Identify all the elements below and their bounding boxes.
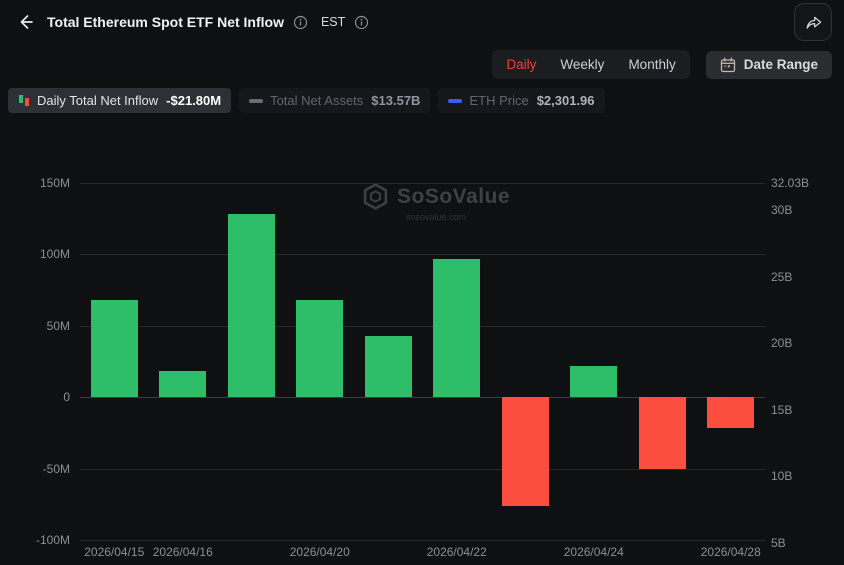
- legend-value: $2,301.96: [536, 93, 595, 108]
- legend-item-total-net-assets[interactable]: Total Net Assets $13.57B: [239, 88, 431, 113]
- net-inflow-bars-icon: [18, 94, 30, 107]
- bar-2026/04/16[interactable]: [159, 371, 207, 398]
- y-axis-left-label: -100M: [35, 533, 70, 547]
- tab-daily[interactable]: Daily: [506, 57, 537, 72]
- chart-legend: Daily Total Net Inflow -$21.80M Total Ne…: [0, 79, 844, 113]
- page-title: Total Ethereum Spot ETF Net Inflow: [47, 14, 284, 30]
- gridline: [80, 325, 765, 327]
- gridline: [80, 397, 765, 399]
- y-axis-right-label: 5B: [771, 536, 786, 551]
- arrow-left-icon: [20, 15, 33, 29]
- tab-monthly[interactable]: Monthly: [628, 57, 676, 72]
- bar-2026/04/28[interactable]: [707, 397, 755, 429]
- tab-weekly[interactable]: Weekly: [560, 57, 605, 72]
- date-range-button[interactable]: Date Range: [705, 50, 832, 79]
- legend-item-eth-price[interactable]: ETH Price $2,301.96: [438, 88, 605, 113]
- bar-2026/04/22[interactable]: [433, 258, 481, 398]
- y-axis-left-label: 100M: [39, 247, 70, 262]
- legend-value: $13.57B: [371, 93, 421, 108]
- bar-2026/04/20[interactable]: [296, 300, 344, 398]
- watermark: SoSoValue: [362, 183, 510, 210]
- y-axis-left-label: 0: [63, 390, 70, 405]
- share-button[interactable]: [794, 3, 832, 41]
- toolbar: Daily Weekly Monthly Date Range: [0, 44, 844, 79]
- bar-2026/04/23[interactable]: [501, 397, 549, 506]
- x-axis-label: 2026/04/16: [152, 545, 213, 559]
- y-axis-right: 32.03B 30B 25B 20B 15B 10B 5B: [771, 176, 843, 550]
- y-axis-right-label: 10B: [771, 469, 793, 484]
- legend-label: Total Net Assets: [270, 93, 364, 108]
- period-tab-group: Daily Weekly Monthly: [492, 50, 690, 79]
- legend-item-net-inflow[interactable]: Daily Total Net Inflow -$21.80M: [8, 88, 232, 113]
- share-icon: [806, 16, 821, 29]
- y-axis-left-label: 50M: [46, 318, 70, 333]
- y-axis-right-label: 25B: [771, 269, 793, 284]
- blue-dash-icon: [448, 98, 463, 103]
- timezone-info-icon[interactable]: [354, 15, 369, 30]
- gridline: [80, 183, 765, 184]
- gray-dash-icon: [249, 98, 264, 103]
- y-axis-left: 150M 100M 50M 0 -50M -100M: [0, 176, 70, 547]
- gridline: [80, 468, 765, 470]
- y-axis-left-label: -50M: [42, 461, 70, 476]
- x-axis-label: 2026/04/24: [563, 545, 624, 559]
- back-button[interactable]: [12, 9, 38, 35]
- x-axis: 2026/04/15 2026/04/16 2026/04/20 2026/04/22…: [80, 545, 765, 563]
- y-axis-left-label: 150M: [39, 176, 70, 190]
- x-axis-label: 2026/04/28: [700, 545, 761, 559]
- y-axis-right-label: 32.03B: [771, 176, 810, 190]
- gridline: [80, 254, 765, 256]
- timezone-label: EST: [320, 15, 346, 29]
- legend-label: Daily Total Net Inflow: [37, 93, 159, 108]
- y-axis-right-label: 30B: [771, 203, 793, 218]
- x-axis-label: 2026/04/20: [289, 545, 350, 559]
- header: Total Ethereum Spot ETF Net Inflow EST: [0, 0, 844, 44]
- bar-2026/04/27[interactable]: [638, 397, 686, 469]
- bar-2026/04/21[interactable]: [364, 335, 412, 398]
- legend-value: -$21.80M: [166, 93, 222, 108]
- x-axis-label: 2026/04/15: [84, 545, 145, 559]
- date-range-label: Date Range: [743, 57, 818, 72]
- y-axis-right-label: 20B: [771, 336, 793, 351]
- bar-chart: 150M 100M 50M 0 -50M -100M SoSoValue sosovalu…: [0, 176, 844, 565]
- watermark-name: SoSoValue: [397, 184, 511, 208]
- y-axis-right-label: 15B: [771, 402, 793, 417]
- bar-2026/04/24[interactable]: [570, 365, 618, 398]
- bar-2026/04/17[interactable]: [227, 214, 275, 398]
- legend-label: ETH Price: [469, 93, 529, 108]
- plot-area: SoSoValue sosovalue.com: [80, 183, 765, 541]
- x-axis-label: 2026/04/22: [426, 545, 487, 559]
- title-info-icon[interactable]: [293, 15, 308, 30]
- sosovalue-logo-icon: [363, 183, 388, 210]
- watermark-domain: sosovalue.com: [406, 212, 467, 222]
- calendar-icon: [720, 57, 735, 72]
- bar-2026/04/15[interactable]: [90, 300, 138, 398]
- gridline: [80, 540, 765, 541]
